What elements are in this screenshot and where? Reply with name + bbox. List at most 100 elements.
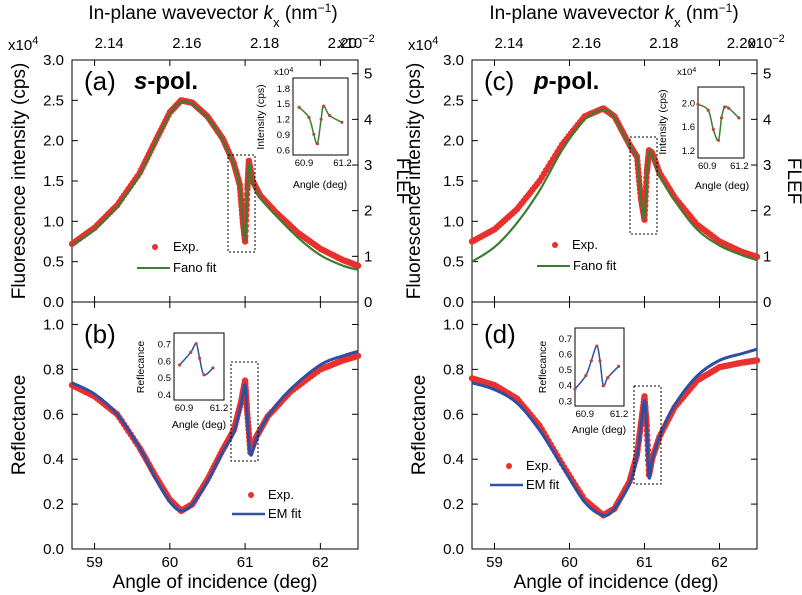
- inset-x-tick-label: 61.2: [210, 403, 229, 414]
- polarization-label-a: s-pol.: [134, 68, 198, 95]
- inset-point: [589, 359, 593, 363]
- inset-y-tick-label: 0.7: [559, 334, 572, 345]
- right-tick-label: 0: [763, 294, 771, 311]
- inset-frame: [292, 77, 349, 156]
- top-tick-label: 2.18: [250, 35, 279, 52]
- bottom-axis-label-right: Angle of incidence (deg): [514, 572, 719, 593]
- inset-x-tick-label: 61.2: [610, 409, 629, 420]
- inset-y-tick-label: 0.5: [158, 373, 171, 384]
- series-line: [71, 349, 359, 513]
- inset-y-label: Reflecance: [135, 341, 147, 394]
- inset-point: [319, 117, 323, 121]
- y-tick-label: 0.4: [43, 451, 64, 468]
- inset-y-tick-label: 0.7: [158, 340, 171, 351]
- x-tick-label: 61: [636, 554, 653, 571]
- zoom-box-a: [227, 154, 256, 253]
- panel-b: 59 60 61 62 0.0 0.2 0.4 0.6 0.8 1.0: [43, 301, 362, 571]
- x-tick-label: 60: [161, 554, 178, 571]
- legend-exp-marker: [152, 244, 158, 250]
- inset-point: [573, 387, 577, 391]
- inset-mark-layer: 60.9 61.2 0.3 0.4 0.5 0.6 0.7: [559, 334, 629, 420]
- inset-point: [189, 350, 193, 354]
- inset-d: 60.9 61.2 0.3 0.4 0.5 0.6 0.7 Reflecance Angle…: [537, 327, 629, 436]
- legend-exp-label: Exp.: [268, 487, 294, 502]
- inset-point: [711, 127, 715, 131]
- y-label-reflectance-b: Reflectance: [9, 375, 30, 475]
- legend-b: Exp. EM fit: [232, 487, 302, 521]
- y-tick-label: 1.0: [43, 316, 64, 333]
- top-tick-label: 2.20: [328, 35, 357, 52]
- x-tick-label: 62: [711, 554, 728, 571]
- y-tick-label: 1.0: [43, 213, 64, 230]
- right-tick-label: 3: [763, 157, 771, 174]
- zoom-box-b: [230, 361, 259, 462]
- mark-layer: 59 60 61 62 0.0 0.2 0.4 0.6 0.8 1.0: [43, 302, 362, 571]
- legend-exp-marker: [506, 463, 512, 469]
- y-tick-label: 0.0: [443, 541, 464, 558]
- data-point: [753, 253, 761, 260]
- data-point: [354, 262, 362, 269]
- inset-point: [617, 364, 621, 368]
- inset-point: [719, 116, 724, 120]
- right-tick-label: 5: [763, 66, 771, 83]
- top-multiplier-c: x10−2: [748, 33, 785, 52]
- y-tick-label: 1.5: [43, 173, 64, 190]
- inset-x-tick-label: 60.9: [295, 158, 314, 169]
- data-point: [753, 357, 761, 364]
- plot-frame: [71, 301, 359, 550]
- y-tick-label: 0.8: [43, 361, 64, 378]
- inset-point: [598, 359, 602, 363]
- legend-fano-label: Fano fit: [173, 260, 217, 275]
- legend-exp-label: Exp.: [526, 458, 552, 473]
- inset-point: [322, 104, 326, 108]
- panel-tag-d: (d): [484, 319, 516, 349]
- mark-layer: 59 60 61 62 0.0 0.2 0.4 0.6 0.8 1.0: [443, 302, 761, 571]
- inset-point: [716, 138, 721, 142]
- inset-y-tick-label: 1.2: [277, 115, 290, 126]
- y-label-flef-c: FLEF: [783, 158, 802, 204]
- right-tick-label: 4: [364, 111, 372, 128]
- legend-em-label: EM fit: [268, 506, 302, 521]
- y-tick-label: 0.5: [43, 254, 64, 271]
- y-tick-label: 3.0: [43, 52, 64, 69]
- panel-tag-a: (a): [84, 66, 116, 96]
- inset-x-label: Angle (deg): [695, 180, 749, 192]
- mark-layer: 0.0 0.5 1.0 1.5 2.0 2.5 3.0 0 1 2 3 4 5 2.14 2.16 2.18 2…: [43, 35, 372, 311]
- inset-point: [307, 115, 311, 119]
- right-tick-label: 2: [763, 203, 771, 220]
- y-tick-label: 0.5: [443, 254, 464, 271]
- inset-y-tick-label: 1.5: [277, 99, 290, 110]
- inset-point: [202, 373, 206, 377]
- plot-frame: [471, 301, 758, 550]
- inset-y-tick-label: 0.6: [277, 145, 290, 156]
- right-tick-label: 0: [364, 294, 372, 311]
- y-tick-label: 0.2: [443, 496, 464, 513]
- right-tick-label: 1: [364, 248, 372, 265]
- legend-a: Exp. Fano fit: [137, 239, 217, 275]
- inset-y-multiplier: x104: [677, 67, 696, 79]
- inset-y-multiplier: x104: [274, 67, 293, 79]
- inset-y-label: Reflecance: [537, 341, 549, 394]
- bottom-axis-label-left: Angle of incidence (deg): [113, 572, 318, 593]
- right-tick-label: 4: [763, 111, 771, 128]
- top-multiplier-a: x10−2: [338, 33, 375, 52]
- inset-point: [297, 105, 301, 109]
- left-y-multiplier-c: x104: [408, 35, 438, 54]
- inset-point: [696, 102, 700, 106]
- legend-exp-label: Exp.: [572, 237, 598, 252]
- legend-em-label: EM fit: [526, 477, 560, 492]
- legend-fano-label: Fano fit: [573, 258, 617, 273]
- x-tick-label: 60: [561, 554, 578, 571]
- y-tick-label: 2.0: [443, 133, 464, 150]
- inset-y-tick-label: 0.3: [559, 396, 572, 407]
- y-tick-label: 2.0: [43, 133, 64, 150]
- y-tick-label: 3.0: [443, 52, 464, 69]
- y-tick-label: 0.6: [43, 406, 64, 423]
- y-label-fluorescence-c: Fluorescence intensity (cps): [404, 63, 425, 300]
- inset-point: [194, 342, 198, 346]
- polarization-label-c: p-pol.: [533, 68, 599, 95]
- series-line: [71, 100, 359, 271]
- y-tick-label: 1.0: [443, 213, 464, 230]
- inset-y-tick-label: 0.5: [559, 365, 572, 376]
- inset-x-tick-label: 61.2: [730, 161, 749, 172]
